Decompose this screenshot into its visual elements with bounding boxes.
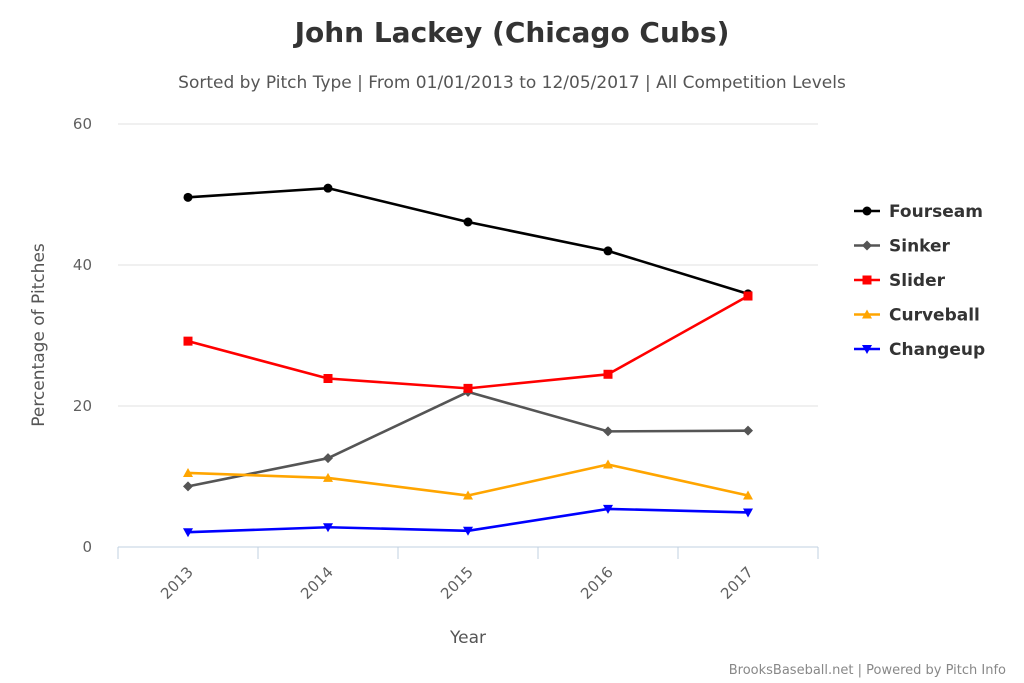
legend-label: Curveball (889, 306, 980, 326)
data-point-sinker (323, 453, 333, 464)
gridlines (118, 123, 818, 407)
series-line-fourseam (187, 186, 749, 296)
legend-marker (862, 206, 872, 216)
data-point-changeup (743, 508, 753, 518)
series-group (183, 183, 753, 538)
legend: Fourseam Sinker Slider Curveball Changeup (854, 202, 985, 360)
legend-label: Fourseam (889, 202, 983, 222)
y-tick-label: 40 (73, 256, 92, 274)
x-axis: 2013 2014 2015 2016 2017 (117, 546, 819, 603)
legend-label: Sinker (889, 237, 951, 257)
y-tick-label: 60 (73, 115, 92, 133)
data-point-slider (323, 374, 333, 384)
series-changeup (183, 504, 753, 538)
data-point-fourseam (323, 183, 333, 193)
legend-marker (862, 240, 872, 251)
legend-item-slider[interactable]: Slider (854, 271, 946, 291)
legend-label: Slider (889, 271, 946, 291)
data-point-slider (743, 291, 753, 301)
data-point-changeup (463, 526, 473, 536)
legend-item-changeup[interactable]: Changeup (854, 340, 985, 360)
series-fourseam (183, 183, 753, 299)
series-line-slider (187, 294, 749, 390)
legend-item-sinker[interactable]: Sinker (854, 237, 951, 257)
legend-item-fourseam[interactable]: Fourseam (854, 202, 983, 222)
data-point-sinker (743, 425, 753, 436)
data-point-sinker (603, 426, 613, 437)
data-point-curveball (603, 459, 613, 469)
data-point-changeup (323, 523, 333, 533)
data-point-fourseam (603, 246, 613, 256)
x-tick-label: 2013 (157, 563, 197, 603)
legend-label: Changeup (889, 340, 985, 360)
x-axis-title: Year (449, 628, 486, 648)
x-tick-label: 2016 (577, 563, 617, 603)
data-point-fourseam (463, 217, 473, 227)
legend-marker (862, 309, 872, 319)
data-point-fourseam (183, 192, 193, 202)
data-point-slider (183, 336, 193, 346)
legend-marker (862, 345, 872, 354)
data-point-sinker (183, 481, 193, 492)
legend-item-curveball[interactable]: Curveball (854, 306, 980, 326)
x-tick-label: 2015 (437, 563, 477, 603)
legend-marker (862, 275, 872, 285)
data-point-changeup (183, 528, 193, 538)
data-point-curveball (743, 490, 753, 500)
chart-title: John Lackey (Chicago Cubs) (293, 16, 730, 49)
data-point-slider (463, 383, 473, 393)
series-curveball (183, 459, 753, 500)
data-point-curveball (183, 467, 193, 477)
chart-subtitle: Sorted by Pitch Type | From 01/01/2013 t… (178, 73, 846, 93)
y-tick-label: 20 (73, 397, 92, 415)
data-point-curveball (323, 472, 333, 482)
y-axis-ticks: 0 20 40 60 (73, 115, 92, 556)
x-tick-label: 2017 (717, 563, 757, 603)
x-tick-label: 2014 (297, 563, 337, 603)
series-slider (183, 291, 753, 393)
data-point-slider (603, 369, 613, 379)
y-axis-title: Percentage of Pitches (29, 243, 49, 427)
data-point-changeup (603, 504, 613, 514)
credit-text: BrooksBaseball.net | Powered by Pitch In… (729, 663, 1006, 678)
data-point-curveball (463, 490, 473, 500)
y-tick-label: 0 (82, 538, 92, 556)
